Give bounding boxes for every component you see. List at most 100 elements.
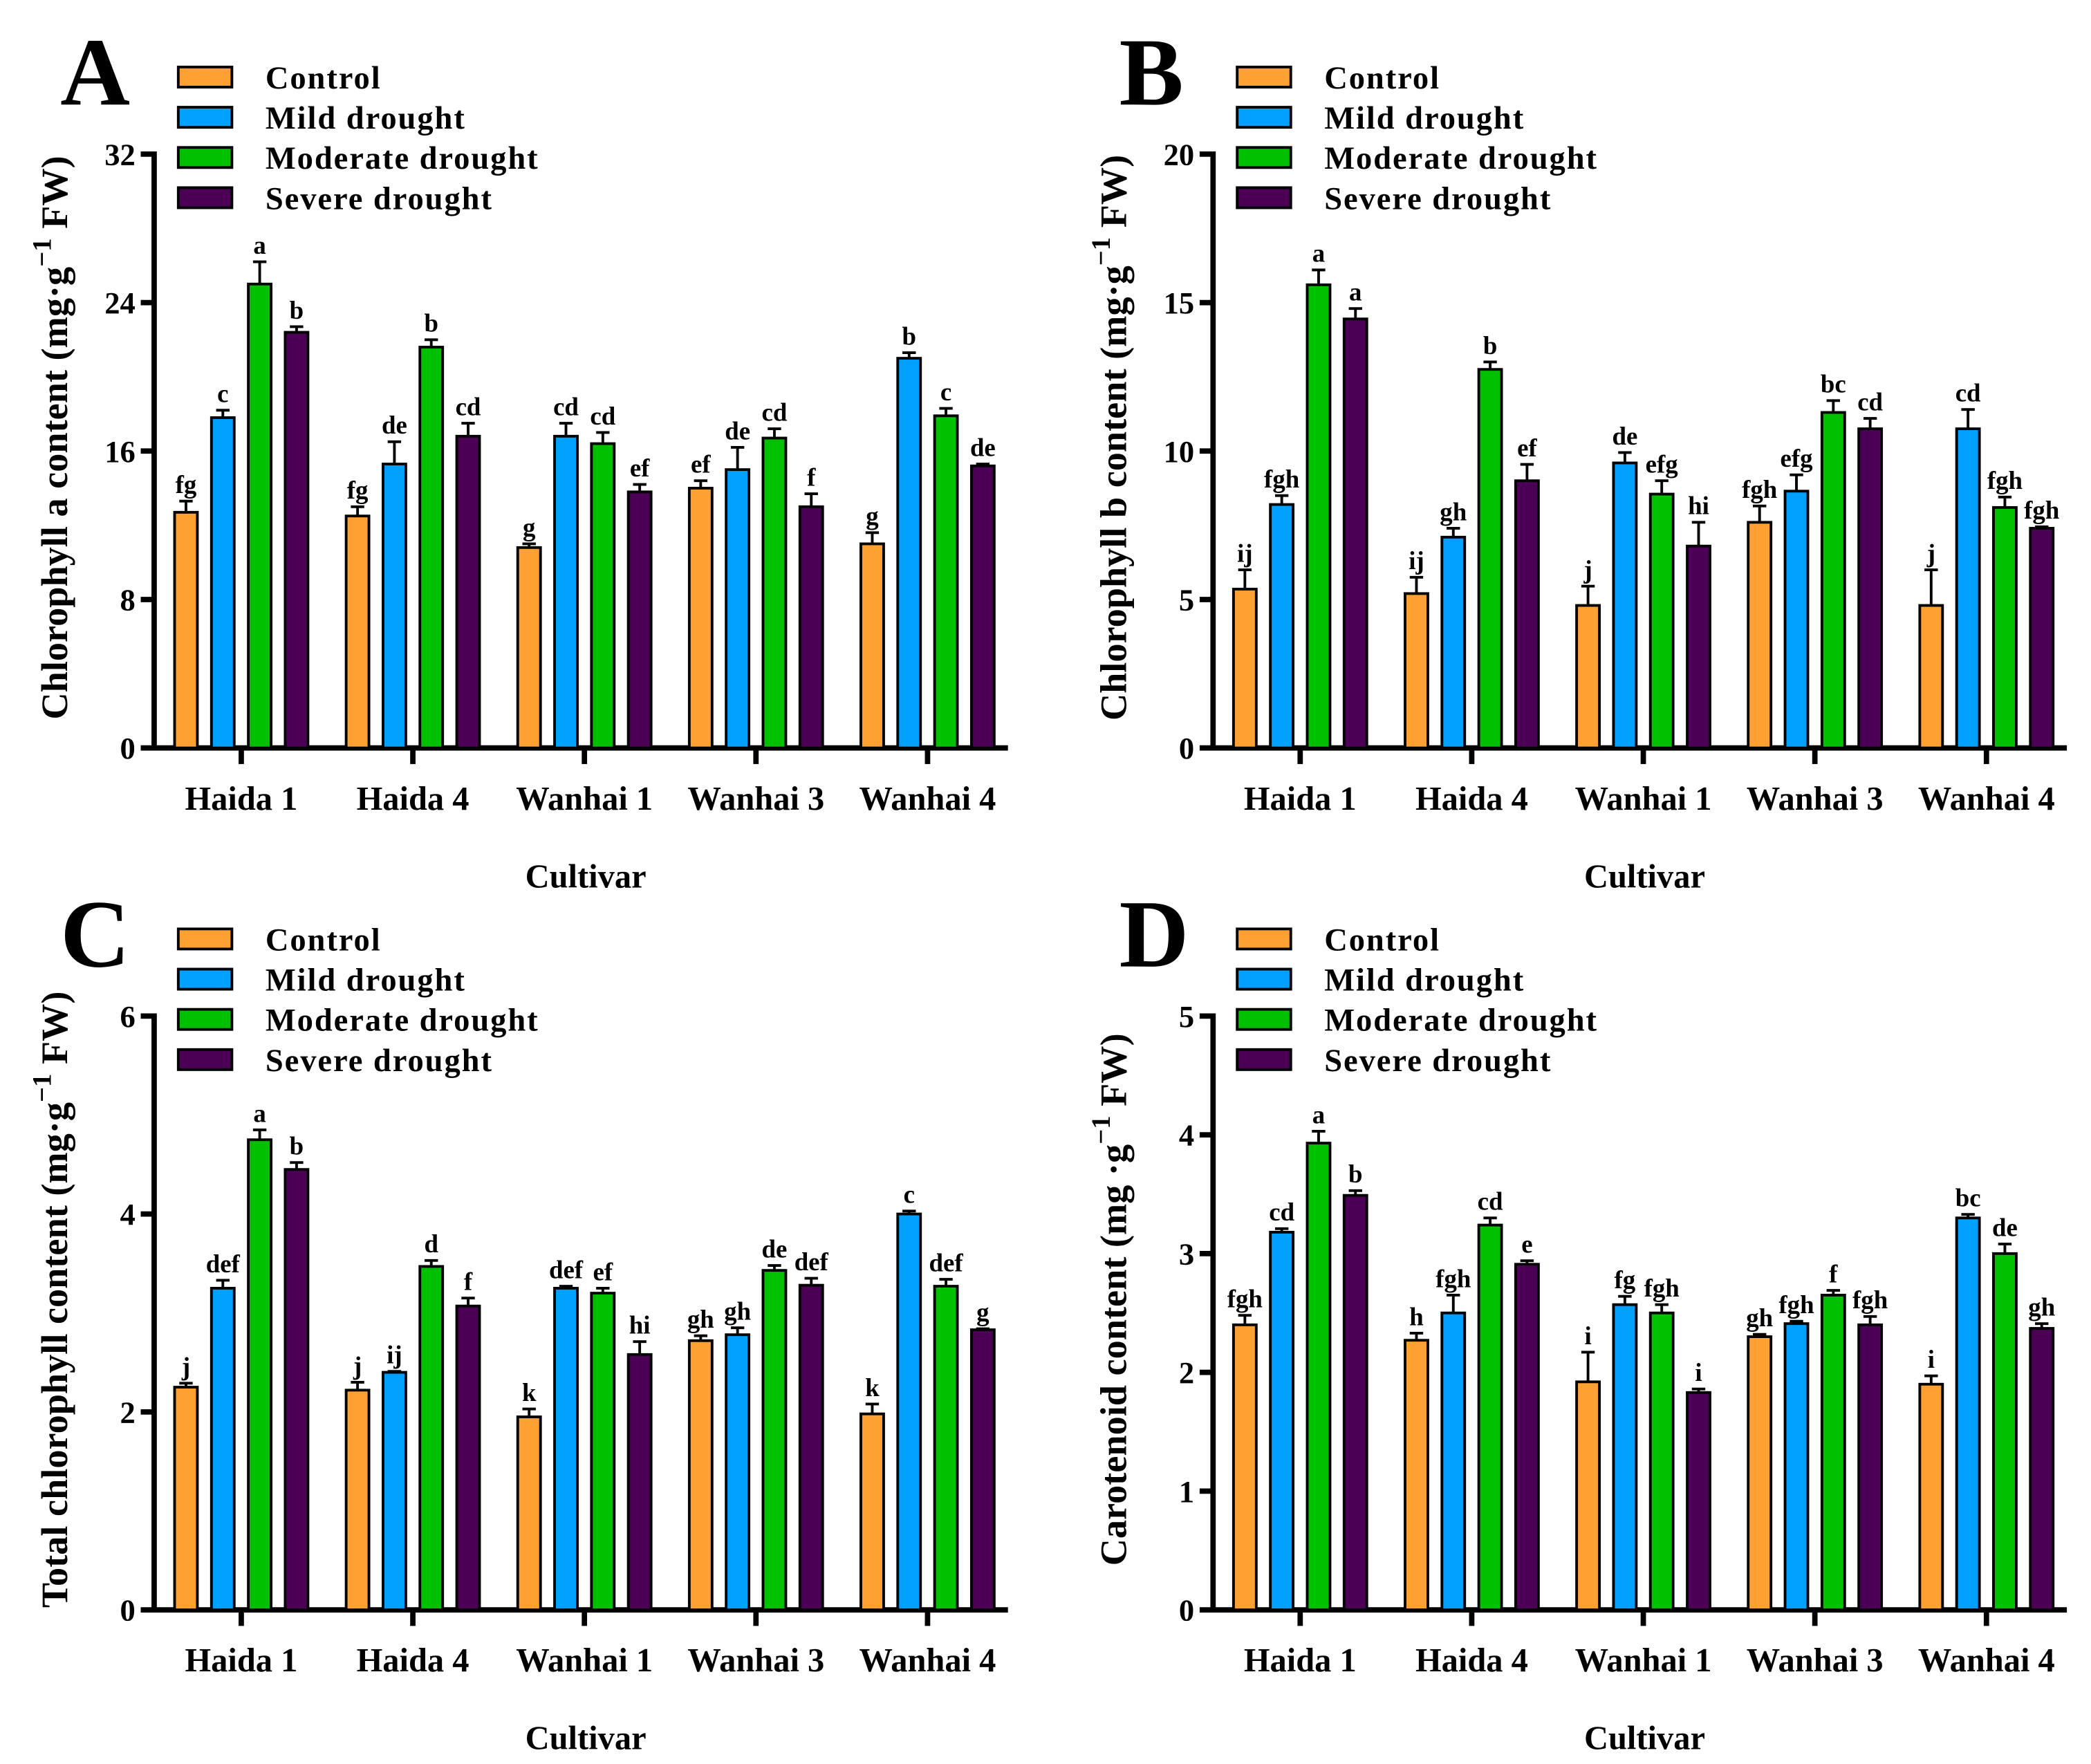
legend-swatch (1236, 106, 1292, 129)
y-tick-label: 2 (120, 1395, 135, 1429)
significance-letter: g (866, 502, 879, 530)
significance-letter: gh (724, 1297, 751, 1326)
significance-letter: b (1483, 331, 1497, 360)
legend-swatch (176, 1048, 234, 1071)
y-tick-label: 15 (1164, 286, 1195, 320)
bar (1648, 492, 1675, 750)
y-axis-label-sup: −1 (1086, 237, 1116, 266)
significance-letter: de (1612, 422, 1637, 450)
significance-letter: cd (1478, 1187, 1503, 1216)
significance-letter: cd (456, 392, 481, 420)
legend-swatch (176, 106, 234, 129)
significance-letter: k (865, 1373, 880, 1402)
significance-letter: gh (1440, 497, 1467, 526)
panel-letter: D (1119, 882, 1189, 988)
bar (1955, 427, 1981, 750)
bar (553, 1286, 579, 1612)
significance-letter: fgh (1264, 465, 1299, 493)
bar (418, 346, 445, 750)
y-axis-label-end: FW) (1093, 1033, 1134, 1115)
bar (626, 1353, 653, 1612)
significance-letter: fg (176, 470, 197, 499)
legend-label: Mild drought (1324, 101, 1525, 136)
bar (687, 487, 714, 750)
bar (1477, 1223, 1503, 1612)
y-tick-label: 8 (120, 582, 135, 617)
significance-letter: def (549, 1255, 584, 1283)
significance-letter: fgh (1644, 1274, 1680, 1302)
legend-label: Control (1324, 61, 1440, 96)
significance-letter: fgh (1227, 1285, 1263, 1313)
significance-letter: e (1521, 1230, 1532, 1259)
bar (1440, 1311, 1467, 1612)
significance-letter: fgh (2024, 496, 2059, 524)
y-tick-label: 24 (104, 286, 136, 320)
significance-letter: hi (629, 1311, 651, 1339)
significance-letter: c (940, 378, 951, 406)
bar (1305, 1142, 1332, 1612)
legend-swatch (176, 186, 234, 210)
bar (1918, 1382, 1944, 1612)
y-tick-label: 0 (1179, 731, 1194, 765)
significance-letter: b (902, 322, 916, 350)
bar (1783, 1322, 1810, 1612)
x-axis-label: Cultivar (1584, 858, 1705, 895)
y-axis-label-sup: −1 (28, 238, 57, 266)
significance-letter: gh (687, 1305, 714, 1333)
legend-swatch (176, 65, 234, 89)
significance-letter: def (206, 1250, 241, 1278)
bar (933, 414, 959, 750)
significance-letter: c (217, 380, 228, 408)
legend-label: Moderate drought (1324, 1003, 1598, 1039)
panel-c: C Control Mild drought Moderate drought Seve… (28, 882, 1008, 1757)
legend-label: Control (266, 61, 382, 96)
x-tick-label: Wanhai 4 (859, 781, 996, 817)
significance-letter: a (1349, 278, 1362, 306)
legend-swatch (1236, 1048, 1292, 1071)
bar (1686, 544, 1711, 750)
y-axis-label-end: FW) (1093, 155, 1134, 237)
significance-letter: j (181, 1353, 190, 1381)
significance-letter: bc (1955, 1184, 1981, 1212)
legend-swatch (176, 967, 234, 991)
significance-letter: fgh (1852, 1285, 1888, 1314)
bar (1404, 1339, 1429, 1612)
y-tick-label: 0 (120, 1593, 135, 1628)
bar (1992, 505, 2018, 750)
significance-letter: j (1926, 539, 1935, 567)
x-tick-label: Wanhai 4 (1918, 781, 2055, 817)
y-axis-label: Chlorophyll b content (mg·g−1 FW) (1086, 155, 1134, 721)
y-axis-label-end: FW) (34, 991, 75, 1073)
legend-label: Moderate drought (1324, 141, 1598, 176)
x-tick-label: Haida 1 (1244, 781, 1357, 817)
bar (1575, 1380, 1601, 1612)
x-tick-label: Wanhai 4 (1918, 1642, 2055, 1679)
significance-letter: b (290, 296, 304, 324)
bar (516, 546, 542, 750)
y-tick-label: 3 (1179, 1236, 1194, 1271)
significance-letter: ef (630, 454, 650, 482)
significance-letter: de (762, 1234, 788, 1263)
y-axis-label: Carotenoid content (mg ·g−1 FW) (1086, 1033, 1134, 1566)
x-tick-label: Haida 4 (1415, 781, 1528, 817)
bar (1342, 1194, 1368, 1612)
bar (1857, 427, 1884, 750)
bar (1612, 461, 1638, 750)
significance-letter: k (522, 1378, 537, 1406)
bar (969, 1328, 996, 1612)
bar (1514, 1263, 1540, 1612)
significance-letter: f (807, 463, 816, 491)
bar (1269, 503, 1295, 750)
bar (173, 510, 199, 750)
bar (284, 1168, 310, 1612)
bar (1305, 283, 1332, 750)
legend-swatch (1236, 927, 1292, 951)
significance-letter: fgh (1778, 1290, 1814, 1319)
bar (1612, 1303, 1638, 1612)
legend-swatch (1236, 186, 1292, 210)
bar (1820, 411, 1846, 750)
bar (1783, 490, 1810, 750)
bar (1404, 592, 1429, 750)
significance-letter: gh (1746, 1303, 1773, 1332)
bar (2029, 1327, 2055, 1612)
